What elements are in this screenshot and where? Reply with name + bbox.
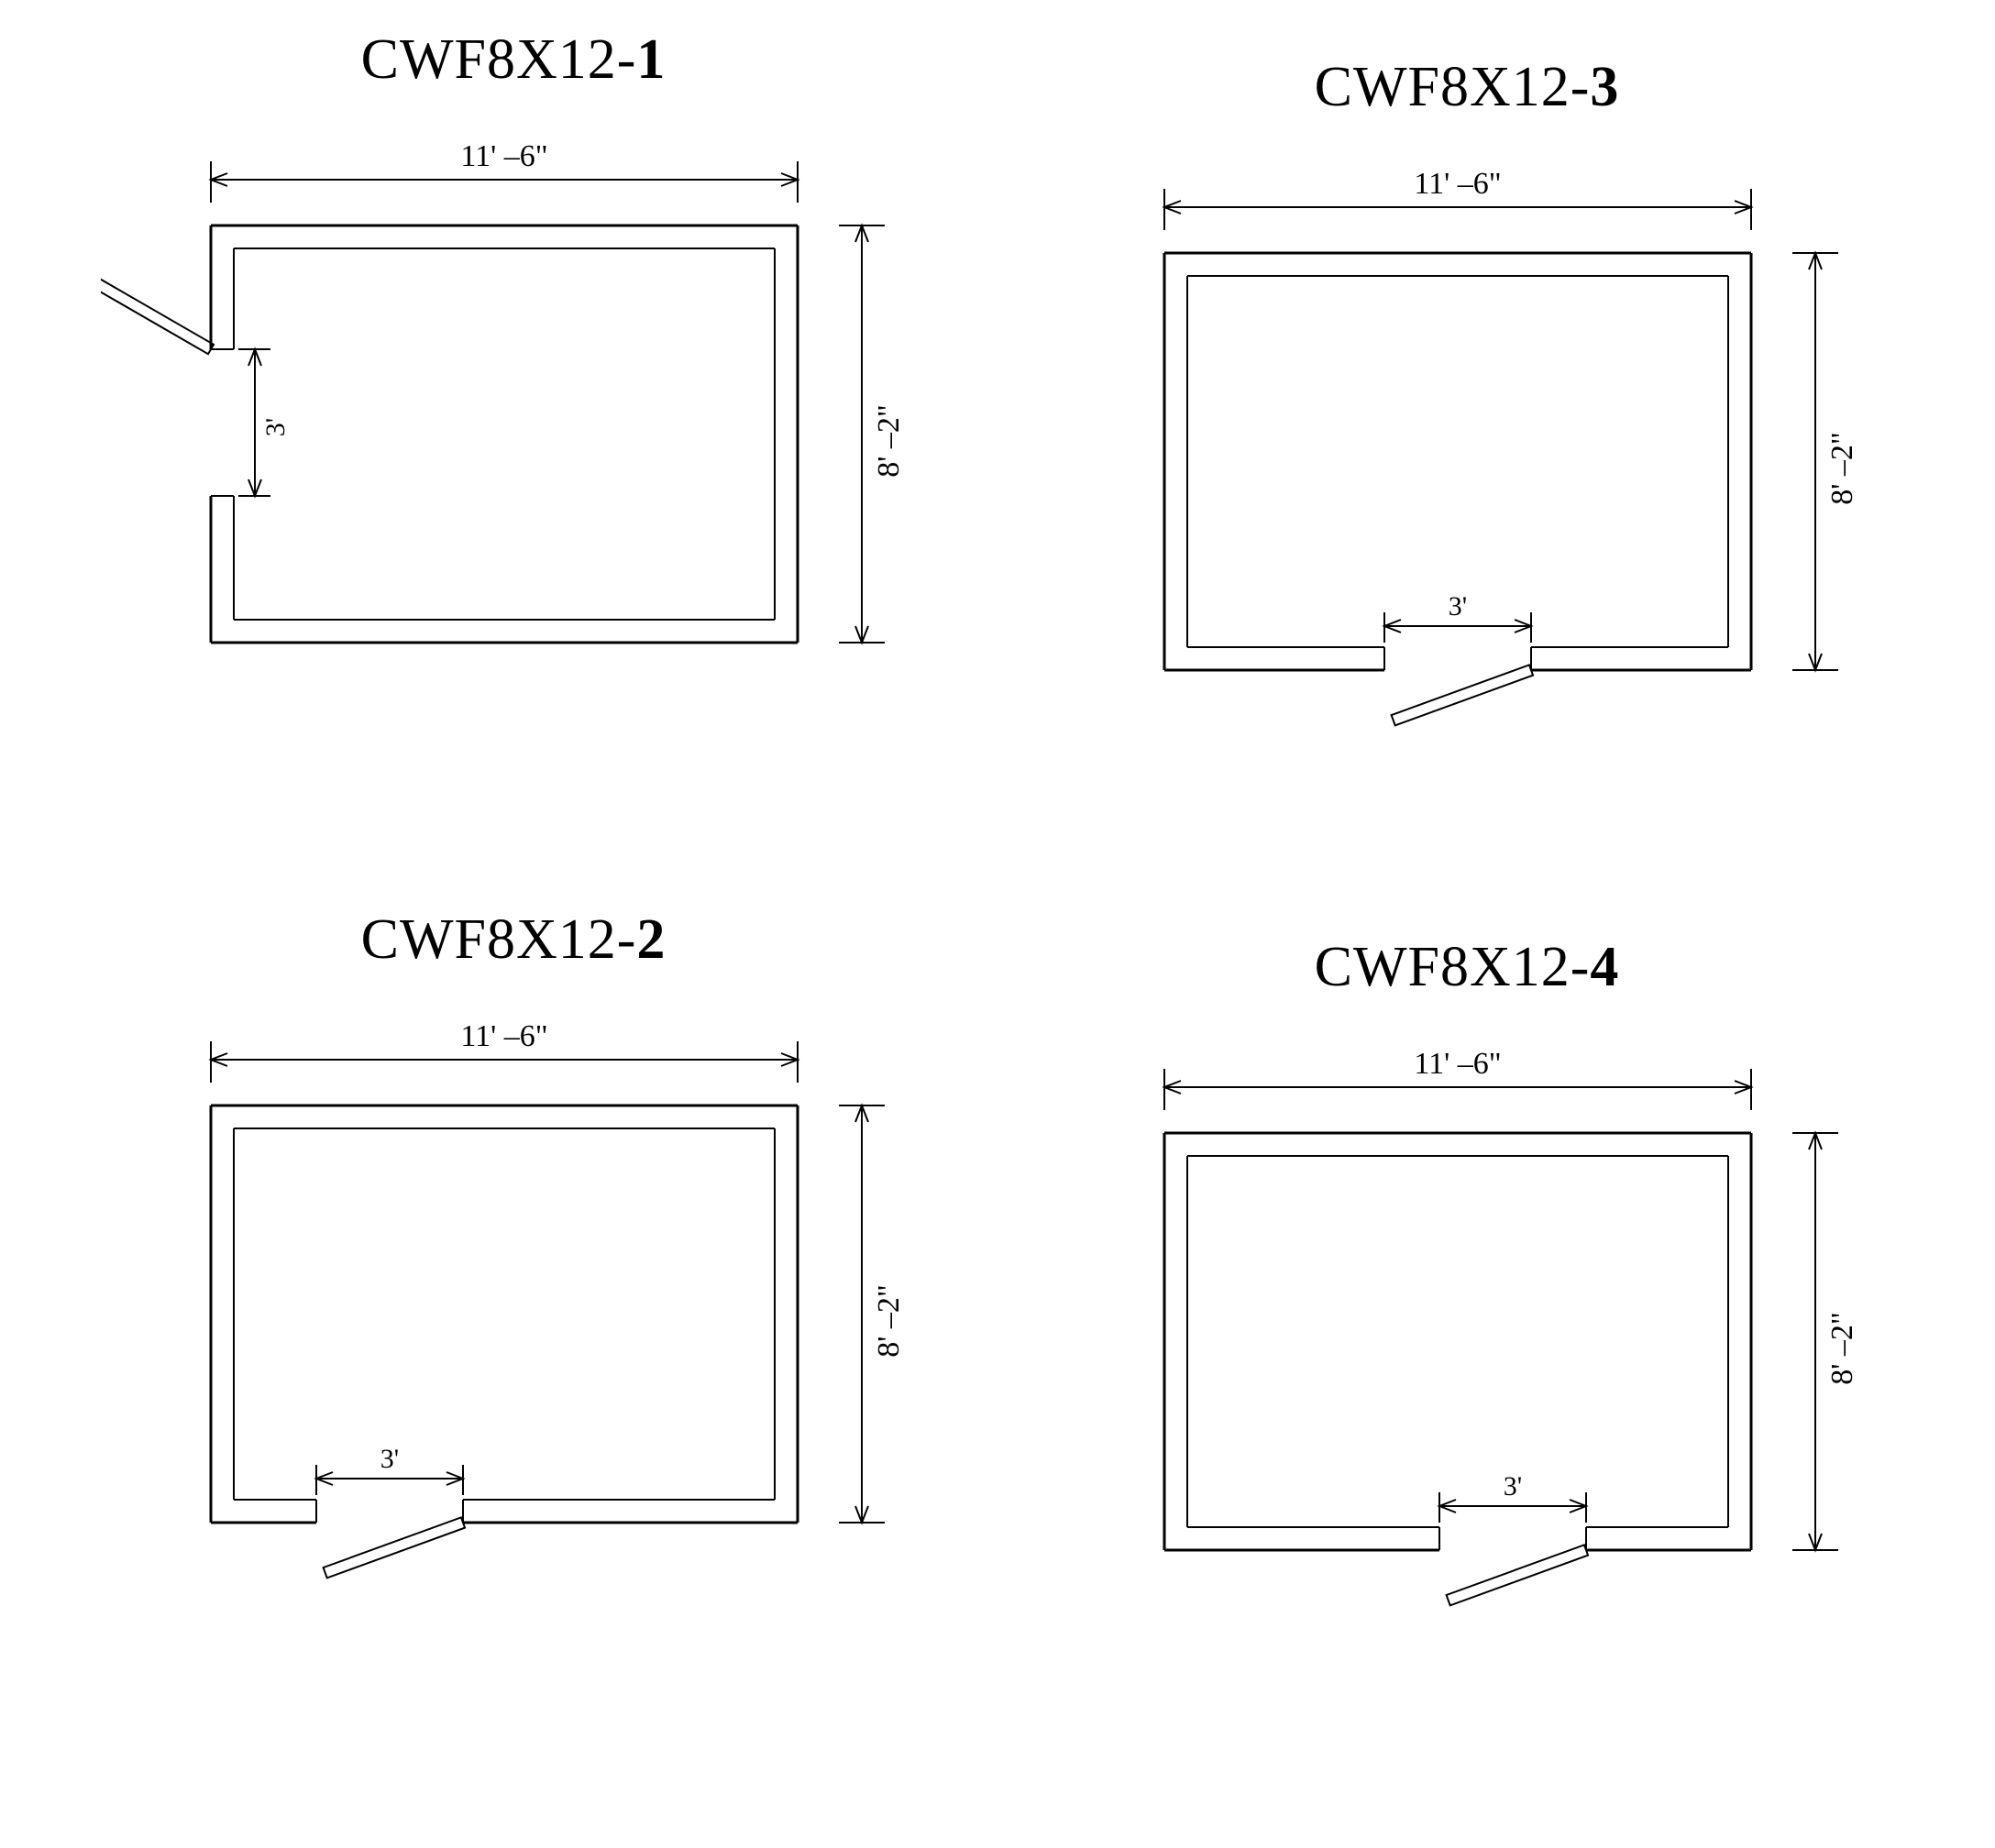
- plan-2-title-prefix: CWF8X12-: [361, 908, 637, 971]
- plan-2-title-suffix: 2: [636, 908, 666, 971]
- plan-4-walls-inner: [1187, 1156, 1728, 1550]
- plan-2-height-label: 8' –2": [872, 1284, 906, 1358]
- page: CWF8X12-1 11' –6": [0, 0, 1995, 1848]
- plan-3-svg: 11' –6" 8' –2": [1054, 157, 1879, 762]
- plan-4-drawing: 11' –6" 8' –2": [1054, 1037, 1879, 1605]
- plan-4-door: [1447, 1545, 1588, 1605]
- plan-1-title-suffix: 1: [636, 28, 666, 91]
- plan-1-walls-inner: [211, 248, 775, 620]
- plan-1: CWF8X12-1 11' –6": [55, 28, 972, 698]
- plan-3-height-label: 8' –2": [1825, 432, 1859, 505]
- plan-3-title: CWF8X12-3: [1009, 55, 1925, 120]
- plan-2-walls-inner: [234, 1128, 775, 1523]
- plan-2-walls-outer: [211, 1106, 798, 1523]
- plan-4-door-label: 3': [1504, 1471, 1522, 1502]
- plan-4-walls-outer: [1164, 1133, 1751, 1550]
- plan-4-title-suffix: 4: [1590, 936, 1619, 998]
- plan-3: CWF8X12-3 11' –6": [1009, 55, 1925, 725]
- plan-4-svg: 11' –6" 8' –2": [1054, 1037, 1879, 1642]
- plan-1-svg: 11' –6" 8' –2": [101, 129, 926, 698]
- plan-2: CWF8X12-2 11' –6": [55, 908, 972, 1578]
- plan-1-door-label: 3': [260, 418, 291, 436]
- plan-3-title-suffix: 3: [1590, 56, 1619, 118]
- plan-1-height-label: 8' –2": [872, 404, 906, 478]
- plan-2-width-label: 11' –6": [460, 1019, 547, 1053]
- plan-1-drawing: 11' –6" 8' –2": [101, 129, 926, 698]
- plan-4-height-label: 8' –2": [1825, 1312, 1859, 1385]
- plan-2-svg: 11' –6" 8' –2": [101, 1009, 926, 1614]
- plan-3-drawing: 11' –6" 8' –2": [1054, 157, 1879, 725]
- plan-2-door: [324, 1517, 465, 1578]
- plan-3-width-label: 11' –6": [1414, 167, 1501, 201]
- plan-2-drawing: 11' –6" 8' –2": [101, 1009, 926, 1578]
- plan-4-width-label: 11' –6": [1414, 1047, 1501, 1081]
- plan-1-walls-outer: [211, 226, 798, 643]
- plan-4: CWF8X12-4 11' –6": [1009, 935, 1925, 1605]
- plan-1-width-label: 11' –6": [460, 139, 547, 173]
- plan-1-door: [101, 271, 214, 354]
- plan-3-door: [1392, 665, 1533, 725]
- plan-1-title-prefix: CWF8X12-: [361, 28, 637, 91]
- plan-3-door-label: 3': [1449, 591, 1467, 622]
- plan-3-title-prefix: CWF8X12-: [1315, 56, 1591, 118]
- plan-1-title: CWF8X12-1: [55, 28, 972, 93]
- plan-4-title-prefix: CWF8X12-: [1315, 936, 1591, 998]
- plan-4-title: CWF8X12-4: [1009, 935, 1925, 1000]
- plan-2-title: CWF8X12-2: [55, 908, 972, 973]
- plan-2-door-label: 3': [380, 1444, 399, 1474]
